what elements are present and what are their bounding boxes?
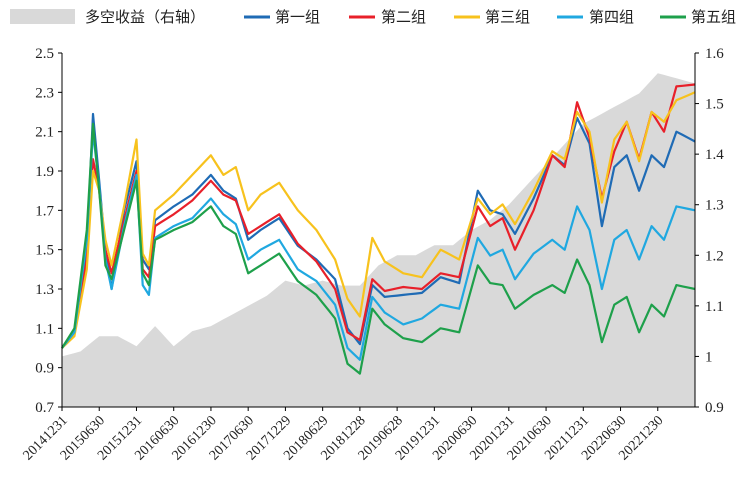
legend-label: 第四组 (589, 8, 634, 26)
y-right-tick-label: 1.6 (705, 46, 724, 62)
y-left-tick-label: 2.3 (35, 85, 54, 101)
area-layer (62, 73, 695, 407)
y-left-tick-label: 1.9 (35, 164, 54, 180)
legend-label: 第五组 (691, 8, 736, 26)
y-left-tick-label: 1.7 (35, 203, 54, 219)
legend-label: 第三组 (485, 8, 530, 26)
series-line-1 (61, 112, 696, 349)
y-left-tick-label: 1.1 (35, 321, 54, 337)
series-line-4 (61, 130, 696, 361)
y-left-tick-label: 1.5 (35, 243, 54, 259)
y-right-tick-label: 0.9 (705, 400, 724, 416)
series-line-3 (61, 91, 696, 349)
y-left-tick-label: 1.3 (35, 282, 54, 298)
legend-label: 第二组 (381, 8, 426, 26)
y-left-tick-label: 2.1 (35, 125, 54, 141)
legend: 多空收益（右轴） 第一组 第二组 第三组 第四组 第五组 (10, 8, 736, 26)
y-right-tick-label: 1.2 (705, 248, 724, 264)
y-left-tick-label: 2.5 (35, 46, 54, 62)
y-right-tick-label: 1.3 (705, 198, 724, 214)
y-right-tick-label: 1.4 (705, 147, 724, 163)
y-right-tick-label: 1 (705, 349, 713, 365)
y-right-tick-label: 1.1 (705, 299, 724, 315)
legend-label: 第一组 (275, 8, 320, 26)
y-left-tick-label: 0.9 (35, 361, 54, 377)
legend-swatch-area (10, 9, 75, 24)
legend-label: 多空收益（右轴） (85, 8, 205, 26)
area-long-short-return (62, 73, 695, 407)
series-line-5 (61, 122, 696, 375)
lines-layer (61, 83, 696, 375)
y-left-tick-label: 0.7 (35, 400, 54, 416)
y-right-tick-label: 1.5 (705, 97, 724, 113)
